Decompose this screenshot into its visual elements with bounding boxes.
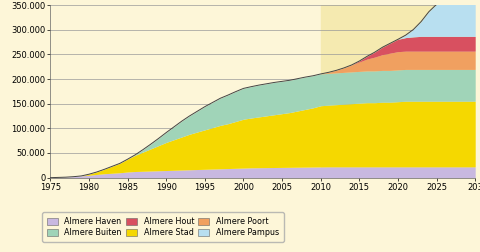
Bar: [321, 5, 480, 178]
Legend: Almere Haven, Almere Buiten, Almere Hout, Almere Stad, Almere Poort, Almere Pamp: Almere Haven, Almere Buiten, Almere Hout…: [42, 212, 284, 242]
